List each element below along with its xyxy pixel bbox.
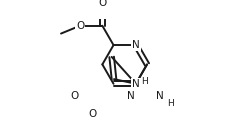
Text: O: O [98,0,106,8]
Text: H: H [167,99,174,108]
Text: N: N [156,91,164,101]
Text: H: H [142,77,148,86]
Text: N: N [132,40,140,50]
Text: O: O [70,91,78,101]
Text: O: O [88,109,96,119]
Text: N: N [127,91,134,101]
Text: N: N [132,79,140,89]
Text: O: O [76,21,84,31]
